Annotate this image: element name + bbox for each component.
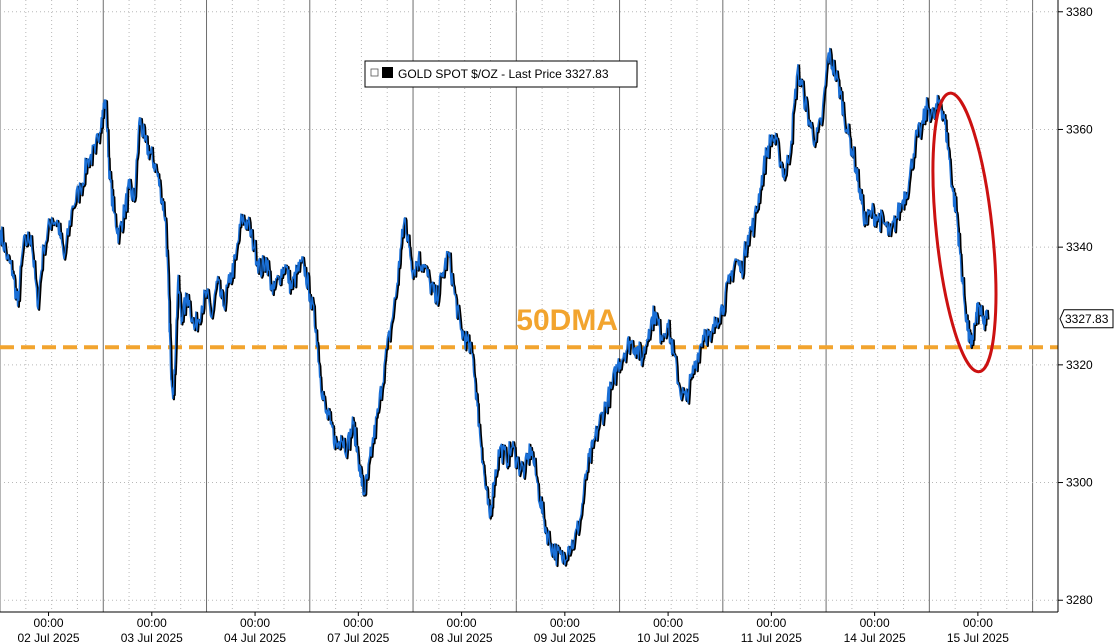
x-tick-date-label: 02 Jul 2025 (18, 631, 80, 644)
y-axis: 3280 3300 3320 3340 3360 3380 (1058, 5, 1093, 607)
x-tick-date-label: 11 Jul 2025 (741, 631, 802, 644)
x-tick-date-label: 09 Jul 2025 (534, 631, 596, 644)
gold-price-shadow-line (0, 48, 990, 568)
grid-layer (0, 0, 1058, 612)
annotation-layer (931, 91, 998, 374)
x-tick-time-label: 00:00 (860, 616, 890, 630)
legend-label: GOLD SPOT $/OZ - Last Price 3327.83 (398, 67, 609, 81)
last-price-label: 3327.83 (1065, 312, 1109, 326)
x-tick-date-label: 04 Jul 2025 (224, 631, 286, 644)
series-layer (0, 47, 990, 568)
x-tick-date-label: 14 Jul 2025 (844, 631, 906, 644)
x-tick-time-label: 00:00 (653, 616, 683, 630)
fifty-dma-label: 50DMA (516, 304, 618, 337)
y-tick-label: 3360 (1066, 122, 1093, 136)
gold-price-line (0, 47, 988, 566)
x-tick-time-label: 00:00 (137, 616, 167, 630)
x-tick-time-label: 00:00 (34, 616, 64, 630)
legend-toggle-icon (370, 68, 379, 77)
y-tick-label: 3380 (1066, 5, 1093, 19)
x-tick-date-label: 03 Jul 2025 (121, 631, 183, 644)
x-tick-time-label: 00:00 (550, 616, 580, 630)
legend-swatch (382, 67, 393, 78)
last-price-tag: 3327.83 (1059, 309, 1114, 329)
x-tick-date-label: 15 Jul 2025 (947, 631, 1009, 644)
x-tick-time-label: 00:00 (447, 616, 477, 630)
x-tick-time-label: 00:00 (343, 616, 373, 630)
last-price-pointer (1059, 309, 1114, 329)
x-tick-date-label: 07 Jul 2025 (327, 631, 389, 644)
y-tick-label: 3300 (1066, 476, 1093, 490)
y-tick-label: 3280 (1066, 593, 1093, 607)
x-tick-date-label: 08 Jul 2025 (431, 631, 493, 644)
legend: GOLD SPOT $/OZ - Last Price 3327.83 (364, 60, 638, 88)
highlight-ellipse (931, 91, 998, 374)
x-tick-date-label: 10 Jul 2025 (637, 631, 699, 644)
y-tick-label: 3340 (1066, 240, 1093, 254)
x-tick-time-label: 00:00 (756, 616, 786, 630)
legend-box (364, 60, 638, 88)
x-tick-time-label: 00:00 (240, 616, 270, 630)
x-tick-time-label: 00:00 (963, 616, 993, 630)
y-tick-label: 3320 (1066, 358, 1093, 372)
